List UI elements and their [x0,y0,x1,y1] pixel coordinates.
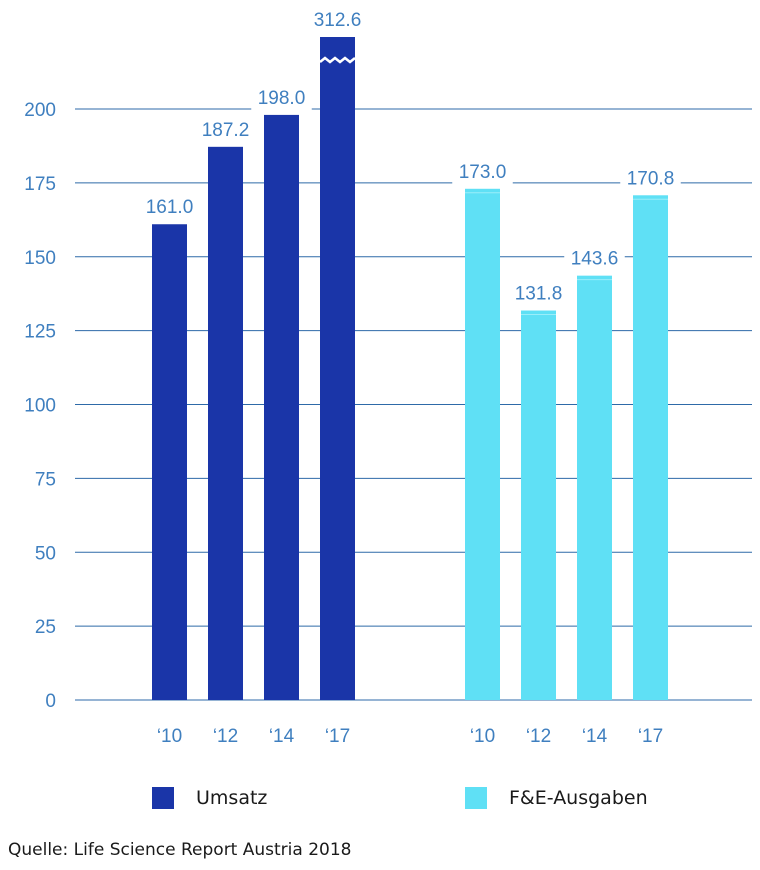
value-label-bg [139,195,200,220]
legend-swatch-umsatz [152,787,174,809]
y-tick-label: 0 [45,691,56,712]
bar [521,310,556,700]
x-tick-label: ‘12 [526,726,551,747]
bar [208,146,243,701]
y-tick-label: 175 [24,174,56,195]
value-label-bg [307,8,368,32]
axis-break-mark [319,56,356,64]
y-tick-label: 75 [35,469,56,490]
value-label: 131.8 [515,284,563,305]
x-tick-label: ‘14 [582,726,608,747]
legend-item-fe-ausgaben: F&E-Ausgaben [465,787,648,809]
x-tick-label: ‘14 [269,726,295,747]
value-label-bg [564,246,625,271]
bar-chart: 0 25 50 75 100 125 150 175 200 161.0 ‘10 187.2 ‘12 19… [24,8,752,747]
x-tick-label: ‘12 [213,726,238,747]
value-label: 312.6 [314,10,362,31]
bar [264,114,299,700]
bar [320,37,355,700]
bar [633,195,668,700]
legend-label-fe-ausgaben: F&E-Ausgaben [509,787,648,809]
y-tick-label: 150 [24,248,56,269]
legend-swatch-fe-ausgaben [465,787,487,809]
x-tick-label: ‘10 [470,726,495,747]
legend-label-umsatz: Umsatz [196,787,268,809]
value-label: 170.8 [627,168,675,189]
bar [152,224,187,700]
value-label-bg [195,117,256,142]
x-tick-label: ‘17 [325,726,350,747]
value-label-bg [452,159,513,184]
value-label: 161.0 [146,197,194,218]
y-tick-label: 125 [24,322,56,343]
bar [577,275,612,700]
value-label-bg [508,281,569,306]
y-tick-label: 50 [35,543,56,564]
y-tick-label: 200 [24,100,56,121]
value-label-bg [620,166,681,191]
value-label: 187.2 [202,120,250,141]
bar [465,188,500,700]
value-label: 198.0 [258,88,306,109]
value-label: 143.6 [571,249,619,270]
value-label: 173.0 [459,162,507,183]
x-tick-label: ‘10 [157,726,182,747]
y-tick-label: 25 [35,617,56,638]
value-label-bg [251,85,312,110]
y-tick-label: 100 [24,396,56,417]
source-note: Quelle: Life Science Report Austria 2018 [8,840,352,860]
legend-item-umsatz: Umsatz [152,787,267,809]
x-tick-label: ‘17 [638,726,663,747]
